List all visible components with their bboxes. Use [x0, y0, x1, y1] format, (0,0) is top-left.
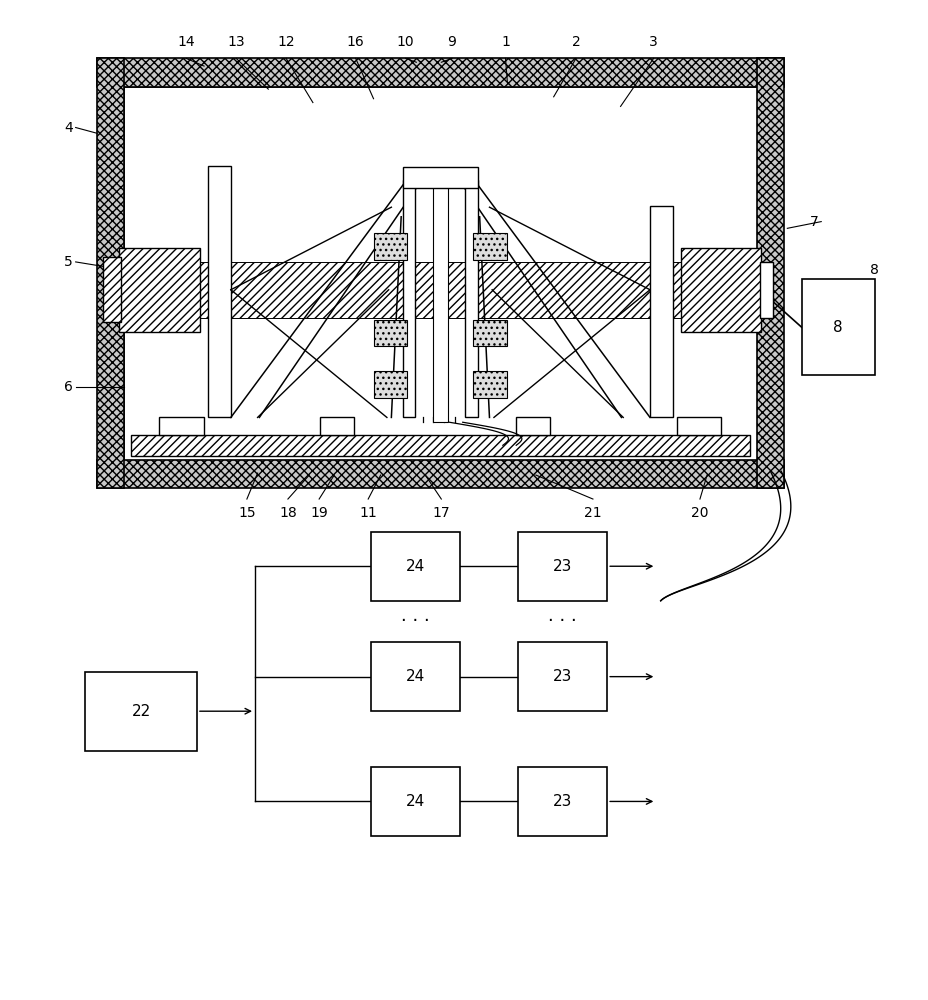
Text: 23: 23 — [552, 559, 572, 574]
Bar — [319, 417, 354, 435]
Text: 19: 19 — [310, 506, 328, 520]
Bar — [97, 58, 783, 87]
Text: 24: 24 — [406, 669, 425, 684]
Bar — [208, 166, 230, 417]
Bar — [473, 233, 507, 260]
Bar — [123, 87, 756, 460]
Bar — [373, 233, 407, 260]
Text: 14: 14 — [177, 35, 195, 49]
Text: 2: 2 — [571, 35, 580, 49]
Bar — [759, 262, 772, 318]
Bar — [85, 672, 197, 751]
Bar — [373, 371, 407, 398]
Text: 13: 13 — [227, 35, 245, 49]
Text: 15: 15 — [238, 506, 255, 520]
Bar — [518, 532, 607, 601]
Text: · · ·: · · · — [401, 612, 430, 630]
Text: 23: 23 — [552, 669, 572, 684]
Bar — [370, 767, 459, 836]
Bar — [131, 435, 749, 456]
Bar — [119, 248, 200, 332]
Bar — [103, 257, 121, 322]
Text: 11: 11 — [359, 506, 377, 520]
Text: 8: 8 — [832, 320, 842, 335]
Text: 1: 1 — [500, 35, 509, 49]
Bar — [516, 417, 549, 435]
Bar — [680, 248, 761, 332]
Bar — [97, 58, 123, 488]
Text: 4: 4 — [64, 121, 72, 135]
Text: 8: 8 — [870, 263, 878, 277]
Bar — [801, 279, 874, 375]
Bar — [650, 206, 673, 417]
Text: 18: 18 — [278, 506, 296, 520]
Bar — [402, 167, 478, 188]
Text: 7: 7 — [809, 215, 818, 229]
Bar — [160, 417, 204, 435]
Text: 22: 22 — [132, 704, 150, 719]
Text: 9: 9 — [447, 35, 456, 49]
Bar — [97, 460, 783, 488]
Bar — [756, 58, 783, 488]
Text: 3: 3 — [649, 35, 657, 49]
Text: · · ·: · · · — [548, 612, 576, 630]
Text: 10: 10 — [396, 35, 414, 49]
Bar — [473, 371, 507, 398]
Bar — [373, 320, 407, 346]
Bar — [403, 180, 415, 417]
Bar — [473, 320, 507, 346]
Text: 12: 12 — [277, 35, 294, 49]
Bar — [370, 642, 459, 711]
Text: 17: 17 — [432, 506, 450, 520]
Bar — [197, 262, 756, 318]
Text: 24: 24 — [406, 559, 425, 574]
Bar — [465, 180, 477, 417]
Bar — [518, 642, 607, 711]
Text: 5: 5 — [64, 255, 72, 269]
Bar — [370, 532, 459, 601]
Bar — [432, 180, 447, 422]
Text: 16: 16 — [346, 35, 364, 49]
Text: 6: 6 — [64, 380, 73, 394]
Text: 20: 20 — [690, 506, 708, 520]
Bar — [518, 767, 607, 836]
Bar — [676, 417, 720, 435]
Text: 21: 21 — [584, 506, 601, 520]
Text: 23: 23 — [552, 794, 572, 809]
Text: 24: 24 — [406, 794, 425, 809]
